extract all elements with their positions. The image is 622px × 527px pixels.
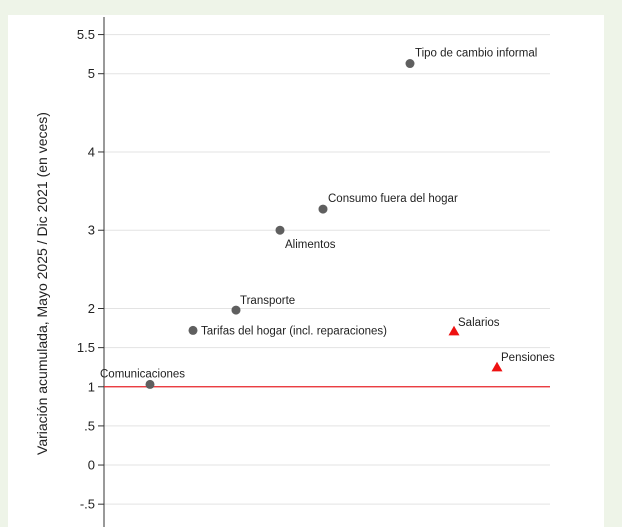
y-tick-label-0: 5.5 xyxy=(77,27,95,42)
point-label-0-5: Tipo de cambio informal xyxy=(415,48,537,60)
data-point-0-4 xyxy=(318,204,328,214)
y-tick-label-7: .5 xyxy=(84,418,95,433)
data-point-0-2 xyxy=(231,305,241,315)
data-point-1-1 xyxy=(491,361,503,372)
y-tick-label-2: 4 xyxy=(88,144,95,159)
point-label-1-0: Salarios xyxy=(458,317,500,329)
y-tick-label-9: -.5 xyxy=(80,497,95,512)
data-point-0-0 xyxy=(145,379,155,389)
data-point-1-0 xyxy=(448,325,460,336)
point-label-1-1: Pensiones xyxy=(501,352,555,364)
y-tick-label-8: 0 xyxy=(88,458,95,473)
y-tick-label-6: 1 xyxy=(88,379,95,394)
chart-frame: 5.5 5 4 3 2 1.5 1.5 0 -.5 Variación acumulada, Ma… xyxy=(8,15,604,527)
y-tick-label-3: 3 xyxy=(88,223,95,238)
y-tick-label-4: 2 xyxy=(88,301,95,316)
point-label-0-3: Alimentos xyxy=(285,239,336,251)
y-axis-title: Variación acumulada, Mayo 2025 / Dic 202… xyxy=(34,112,50,455)
point-label-0-1: Tarifas del hogar (incl. reparaciones) xyxy=(201,325,387,337)
point-label-0-0: Comunicaciones xyxy=(100,368,185,380)
data-point-0-1 xyxy=(188,325,198,335)
y-tick-label-1: 5 xyxy=(88,66,95,81)
point-label-0-4: Consumo fuera del hogar xyxy=(328,193,458,205)
data-point-0-3 xyxy=(275,225,285,235)
y-tick-label-5: 1.5 xyxy=(77,340,95,355)
point-label-0-2: Transporte xyxy=(240,295,295,307)
data-point-0-5 xyxy=(405,59,415,69)
